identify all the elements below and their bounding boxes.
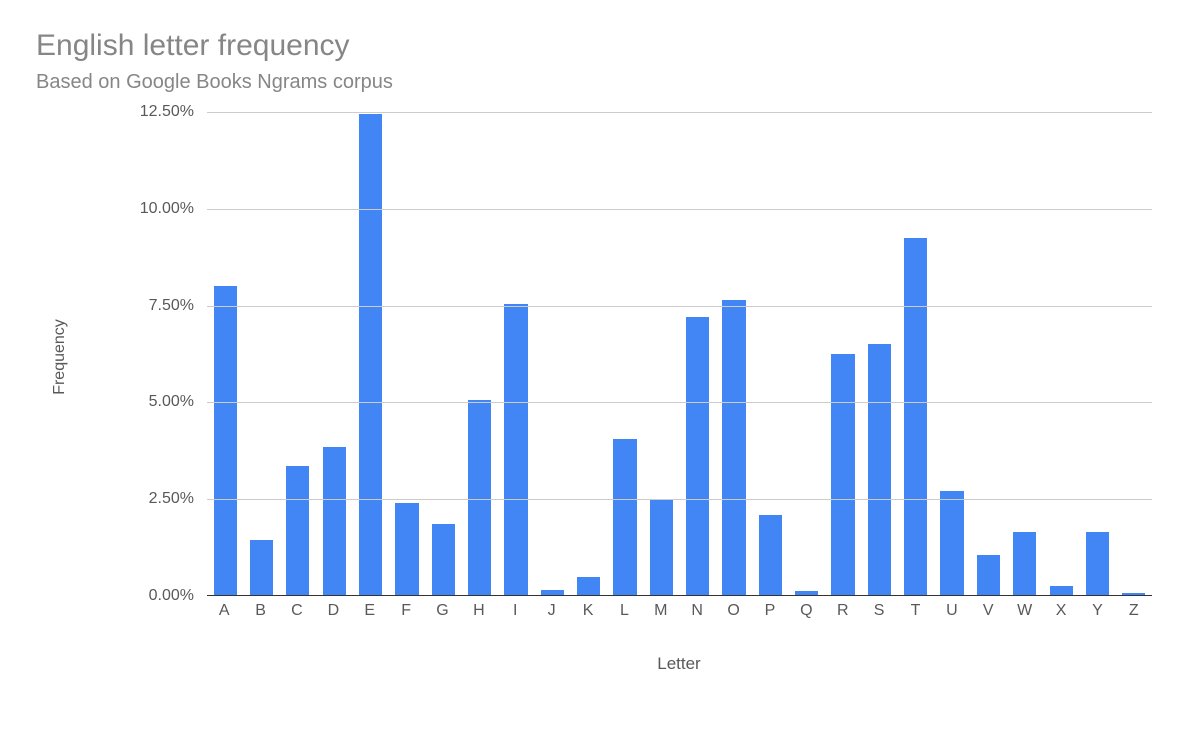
x-tick-label: F xyxy=(401,602,411,620)
chart-frame: Frequency 0.00%2.50%5.00%7.50%10.00%12.5… xyxy=(36,112,1164,682)
x-axis-baseline xyxy=(207,595,1152,596)
x-tick-label: H xyxy=(473,602,485,620)
bar xyxy=(613,439,636,596)
x-tick-label: Q xyxy=(800,602,812,620)
gridline xyxy=(207,402,1152,403)
x-tick-label: W xyxy=(1017,602,1032,620)
bar xyxy=(359,114,382,596)
x-tick-label: L xyxy=(620,602,629,620)
bar xyxy=(650,499,673,596)
gridline xyxy=(207,209,1152,210)
bar xyxy=(323,447,346,596)
bar xyxy=(1013,532,1036,596)
y-tick-label: 7.50% xyxy=(149,297,194,315)
x-tick-label: N xyxy=(691,602,703,620)
y-tick-label: 2.50% xyxy=(149,490,194,508)
x-tick-label: D xyxy=(328,602,340,620)
x-tick-label: O xyxy=(727,602,739,620)
x-tick-label: Z xyxy=(1129,602,1139,620)
bar xyxy=(977,555,1000,596)
bar xyxy=(214,286,237,596)
x-tick-label: G xyxy=(436,602,448,620)
bar xyxy=(686,317,709,596)
plot-area xyxy=(206,112,1152,596)
bar xyxy=(504,304,527,596)
gridline xyxy=(207,112,1152,113)
x-tick-label: R xyxy=(837,602,849,620)
y-axis-label: Frequency xyxy=(51,319,69,395)
chart-title: English letter frequency xyxy=(36,28,1164,64)
bar xyxy=(904,238,927,596)
gridline xyxy=(207,306,1152,307)
x-tick-label: X xyxy=(1056,602,1067,620)
x-tick-label: V xyxy=(983,602,994,620)
y-tick-column: 0.00%2.50%5.00%7.50%10.00%12.50% xyxy=(124,112,202,596)
bar xyxy=(286,466,309,596)
bar xyxy=(759,515,782,596)
bar xyxy=(940,491,963,596)
chart-subtitle: Based on Google Books Ngrams corpus xyxy=(36,70,1164,94)
bars-layer xyxy=(207,112,1152,596)
x-tick-label: J xyxy=(548,602,556,620)
x-tick-label: M xyxy=(654,602,667,620)
bar xyxy=(868,344,891,596)
x-tick-label: B xyxy=(255,602,266,620)
bar xyxy=(577,577,600,596)
x-tick-label: P xyxy=(765,602,776,620)
x-tick-label: C xyxy=(291,602,303,620)
x-tick-label: E xyxy=(364,602,375,620)
plot-wrap: 0.00%2.50%5.00%7.50%10.00%12.50% ABCDEFG… xyxy=(124,112,1152,682)
x-tick-label: U xyxy=(946,602,958,620)
gridline xyxy=(207,499,1152,500)
x-axis-label: Letter xyxy=(206,654,1152,674)
bar xyxy=(250,540,273,596)
bar xyxy=(395,503,418,596)
y-tick-label: 0.00% xyxy=(149,587,194,605)
bar xyxy=(722,300,745,596)
y-tick-label: 5.00% xyxy=(149,393,194,411)
x-tick-label: S xyxy=(874,602,885,620)
y-tick-label: 10.00% xyxy=(140,200,194,218)
chart-container: English letter frequency Based on Google… xyxy=(0,0,1200,742)
x-tick-label: I xyxy=(513,602,517,620)
y-tick-label: 12.50% xyxy=(140,103,194,121)
x-tick-label: T xyxy=(911,602,921,620)
x-tick-label: K xyxy=(583,602,594,620)
x-tick-label: A xyxy=(219,602,230,620)
x-tick-label: Y xyxy=(1092,602,1103,620)
bar xyxy=(831,354,854,596)
x-tick-labels: A B C D E F G H I J K L M N O P Q R S T U V W X Y Z xyxy=(206,602,1152,626)
bar xyxy=(432,524,455,596)
bar xyxy=(1086,532,1109,596)
